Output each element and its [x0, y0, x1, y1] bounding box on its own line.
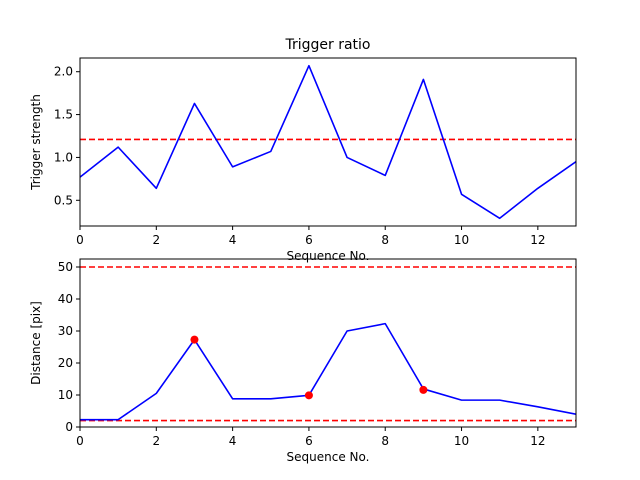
chart-panel-1: 0 2 4 6 8 10 12 0.5 1.0 1.5 2.0 Trigger ratio Sequen… [29, 37, 577, 263]
data-point-marker [304, 391, 313, 400]
y-tick-label: 1.0 [54, 150, 73, 164]
y-tick-label: 10 [58, 388, 73, 402]
y-tick-label: 0 [65, 420, 73, 434]
data-point-marker [419, 385, 428, 394]
x-tick-label: 4 [229, 434, 237, 448]
x-tick-label: 12 [530, 434, 545, 448]
y-tick-label: 30 [58, 324, 73, 338]
y-tick-label: 2.0 [54, 65, 73, 79]
x-tick-label: 6 [305, 233, 313, 247]
y-tick-label: 1.5 [54, 108, 73, 122]
y-axis-label: Trigger strength [29, 94, 43, 191]
x-tick-label: 0 [76, 434, 84, 448]
y-tick-label: 50 [58, 260, 73, 274]
y-tick-label: 0.5 [54, 193, 73, 207]
chart-panel-2: 0 2 4 6 8 10 12 0 10 20 30 40 50 Sequence No. Distance… [29, 258, 577, 464]
x-axis-label: Sequence No. [287, 249, 370, 263]
y-axis-label: Distance [pix] [29, 301, 43, 385]
x-tick-label: 4 [229, 233, 237, 247]
x-tick-label: 10 [454, 233, 469, 247]
y-tick-label: 20 [58, 356, 73, 370]
series-line [80, 64, 576, 220]
series-line [80, 322, 576, 421]
x-tick-label: 6 [305, 434, 313, 448]
x-tick-label: 0 [76, 233, 84, 247]
chart-title: Trigger ratio [284, 37, 370, 53]
axes-frame [79, 258, 577, 428]
x-tick-label: 2 [152, 233, 160, 247]
x-axis-label: Sequence No. [287, 450, 370, 464]
y-tick-label: 40 [58, 292, 73, 306]
x-tick-label: 10 [454, 434, 469, 448]
x-tick-label: 2 [152, 434, 160, 448]
data-point-marker [190, 335, 199, 344]
x-tick-label: 8 [381, 233, 389, 247]
x-tick-label: 12 [530, 233, 545, 247]
x-tick-label: 8 [381, 434, 389, 448]
axes-frame [79, 57, 577, 227]
